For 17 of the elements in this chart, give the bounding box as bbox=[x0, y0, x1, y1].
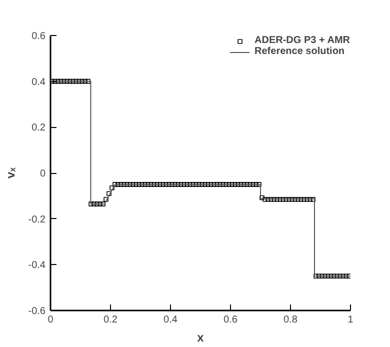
x-tick-label: 1 bbox=[348, 314, 354, 326]
y-tick-label: 0.2 bbox=[32, 122, 46, 134]
y-tick-label: -0.4 bbox=[28, 260, 46, 272]
x-tick-label: 0.2 bbox=[104, 314, 118, 326]
y-tick-label: -0.2 bbox=[28, 214, 46, 226]
y-tick-label: 0.6 bbox=[32, 31, 46, 42]
legend-label: ADER-DG P3 + AMR bbox=[254, 35, 350, 46]
x-tick-label: 0.6 bbox=[224, 314, 238, 326]
x-tick-label: 0.8 bbox=[284, 314, 298, 326]
x-tick-label: 0 bbox=[48, 314, 54, 326]
x-tick-label: 0.4 bbox=[164, 314, 178, 326]
y-tick-label: 0 bbox=[40, 168, 46, 180]
x-axis-title: x bbox=[197, 330, 204, 344]
y-tick-label: -0.6 bbox=[28, 306, 46, 317]
legend-label: Reference solution bbox=[254, 46, 345, 57]
y-axis-title: vₓ bbox=[3, 166, 18, 179]
y-tick-label: 0.4 bbox=[32, 76, 46, 88]
